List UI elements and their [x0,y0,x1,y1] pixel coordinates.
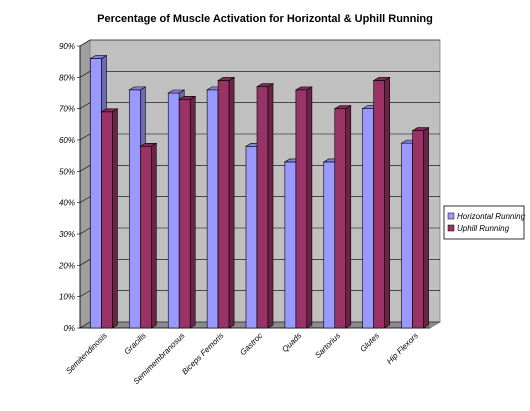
bar-side [306,86,313,329]
y-tick-label: 0% [63,324,75,333]
bar-front [284,161,297,329]
bars [89,55,430,329]
bar [217,76,236,329]
gridline [79,133,440,141]
bar-front [101,111,113,329]
y-tick-label: 60% [59,136,75,145]
bar-side [423,127,429,329]
x-tick-label: Quads [280,331,303,354]
bar-front [129,89,141,329]
x-tick-label: Glutes [358,331,381,354]
bar-side [151,142,157,329]
bar-front [167,92,180,329]
bar-top [128,86,147,91]
bar [372,76,391,329]
y-tick-label: 40% [59,199,75,208]
y-tick-label: 90% [59,42,75,51]
gridline [79,196,440,203]
bar-front [140,145,152,329]
x-tick-label: Semitendinosis [64,331,109,376]
bar-front [256,86,269,329]
bar [333,105,352,329]
bar-front [373,80,385,329]
bar-front [334,108,347,329]
x-tick-label: Biceps Femoris [180,331,225,376]
bar [139,142,158,329]
bar-top [294,86,313,91]
bar-top [255,83,275,88]
bar-side [228,76,235,329]
side-wall [79,39,91,329]
bar-front [401,142,413,329]
bar [100,108,119,329]
bar [255,83,275,329]
chart-title: Percentage of Muscle Activation for Hori… [97,13,433,25]
bar [294,86,313,329]
bar-front [90,58,102,329]
bar-front [323,161,336,329]
x-axis: Semitendinosis GracilisSemimembranosusBic… [64,331,420,386]
bar-front [206,89,219,329]
y-tick-label: 10% [59,293,75,302]
gridlines [79,39,440,329]
gridline [79,71,440,78]
bar-top [372,77,391,81]
gridline [79,102,440,109]
bar-top [167,89,186,94]
legend-swatch-uphill [447,224,455,232]
legend: Horizontal Running Uphill Running [443,205,526,240]
gridline [79,165,440,172]
bar-top [89,55,108,59]
bar-front [217,80,230,329]
gridline [79,39,440,47]
legend-swatch-horizontal [447,212,455,220]
x-tick-label: Gastroc [238,331,264,357]
bar-front [178,98,191,329]
y-tick-label: 70% [59,105,75,114]
bar-front [362,108,374,329]
gridline [79,259,440,266]
y-axis: 0% 10% 20% 30% 40% 50% 60% 70% 80% 90% [58,42,80,333]
bar-top [178,95,197,100]
x-tick-label: Sartorius [313,331,342,360]
legend-box [443,205,525,240]
bar-top [217,77,236,81]
bar-top [100,108,119,113]
bar [411,127,430,329]
bar-side [267,83,274,329]
bar-side [112,108,118,329]
bar-top [411,127,430,131]
legend-label-horizontal: Horizontal Running [457,212,526,221]
y-tick-label: 30% [59,230,75,239]
bar-side [384,76,390,329]
legend-label-uphill: Uphill Running [457,224,510,233]
bar [178,95,197,329]
x-tick-label: Gracilis [123,331,148,356]
y-tick-label: 80% [59,73,75,82]
bar-top [333,105,352,109]
bar-side [345,105,352,329]
bar-front [412,130,424,329]
bar-top [139,142,158,147]
bar-front [245,145,258,329]
x-tick-label: Hip Flexors [385,331,420,366]
bar-side [189,95,196,329]
y-tick-label: 50% [59,167,75,176]
gridline [79,321,440,329]
y-tick-label: 20% [58,261,75,270]
bar-front [295,89,308,329]
gridline [79,290,440,297]
gridline [79,227,440,235]
